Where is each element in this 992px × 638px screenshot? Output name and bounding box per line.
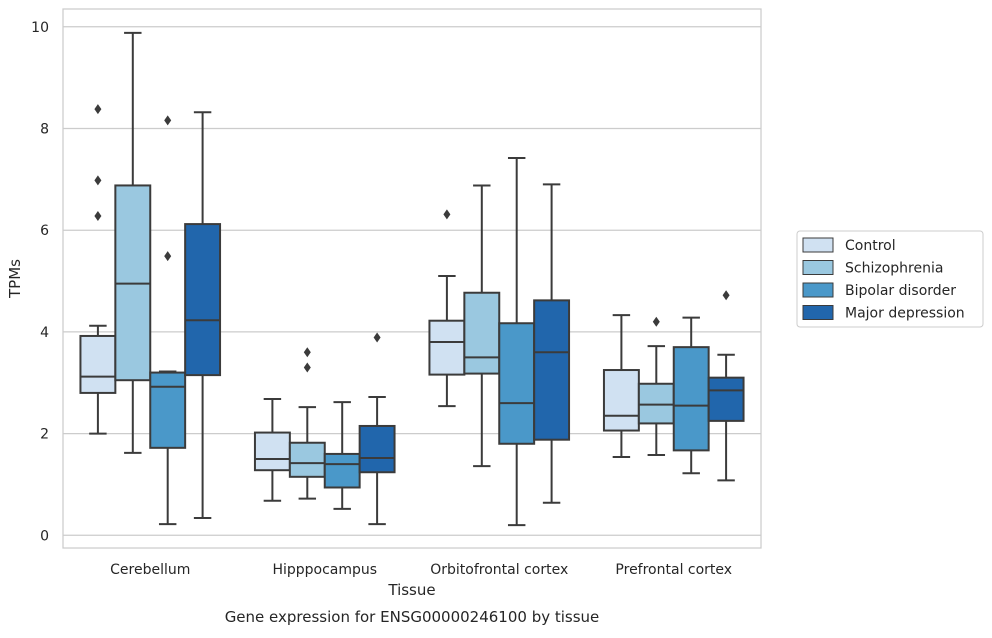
box-body	[533, 299, 571, 441]
box-major-depression	[358, 332, 396, 526]
y-axis-title: TPMs	[6, 259, 24, 299]
outlier-point	[652, 316, 660, 327]
box-body	[463, 291, 501, 375]
chart-caption: Gene expression for ENSG00000246100 by t…	[225, 608, 600, 626]
x-tick-label: Hipppocampus	[272, 562, 377, 578]
y-tick-label: 0	[40, 528, 49, 544]
legend: Control Schizophrenia Bipolar disorder Majo…	[796, 230, 984, 328]
box-schizophrenia	[288, 347, 326, 500]
y-tick-label: 2	[40, 427, 49, 443]
box-body	[637, 382, 675, 425]
legend-label: Major depression	[845, 306, 965, 322]
outlier-point	[373, 332, 381, 343]
y-tick-label: 6	[40, 223, 49, 239]
box-schizophrenia	[463, 184, 501, 468]
box-body	[428, 319, 466, 376]
outlier-point	[303, 362, 311, 373]
plot-frame	[62, 8, 762, 549]
box-body	[79, 334, 117, 394]
box-bipolar-disorder	[498, 156, 536, 527]
box-bipolar-disorder	[672, 316, 710, 475]
legend-swatch	[802, 305, 834, 320]
box-body	[149, 371, 187, 449]
box-body	[323, 452, 361, 489]
x-axis-title: Tissue	[387, 581, 435, 599]
legend-label: Control	[845, 238, 896, 254]
x-tick-label: Prefrontal cortex	[615, 562, 732, 578]
box-bipolar-disorder	[323, 401, 361, 510]
legend-label: Bipolar disorder	[845, 283, 956, 299]
y-tick-label: 8	[40, 121, 49, 137]
y-tick-labels: 0 2 4 6 8 10	[31, 20, 49, 544]
outlier-point	[722, 290, 730, 301]
box-control	[79, 104, 117, 435]
box-body	[498, 322, 536, 445]
outlier-point	[94, 175, 102, 186]
box-body	[602, 369, 640, 432]
outlier-point	[164, 251, 172, 262]
box-series	[79, 31, 745, 527]
box-body	[253, 431, 291, 472]
outlier-point	[164, 115, 172, 126]
box-major-depression	[707, 290, 745, 482]
box-major-depression	[184, 111, 222, 519]
legend-frame	[796, 230, 984, 328]
box-body	[672, 346, 710, 452]
outlier-point	[94, 210, 102, 221]
legend-swatch	[802, 237, 834, 253]
box-body	[288, 441, 326, 478]
box-control	[428, 209, 466, 408]
outlier-point	[443, 209, 451, 220]
legend-label: Schizophrenia	[845, 261, 943, 277]
box-schizophrenia	[637, 316, 675, 456]
box-body	[707, 376, 745, 422]
legend-swatch	[802, 282, 834, 298]
box-body	[358, 424, 396, 474]
box-major-depression	[533, 183, 571, 504]
box-body	[184, 223, 222, 377]
legend-swatch	[802, 260, 834, 275]
outlier-point	[94, 104, 102, 115]
box-control	[253, 398, 291, 502]
x-tick-labels: Cerebellum Hipppocampus Orbitofrontal cort…	[110, 562, 732, 578]
outlier-point	[303, 347, 311, 358]
y-tick-label: 10	[31, 20, 49, 36]
x-tick-label: Cerebellum	[110, 562, 190, 578]
y-tick-label: 4	[40, 325, 49, 341]
box-schizophrenia	[114, 31, 152, 454]
x-tick-label: Orbitofrontal cortex	[430, 562, 568, 578]
box-bipolar-disorder	[149, 115, 187, 526]
box-control	[602, 314, 640, 458]
